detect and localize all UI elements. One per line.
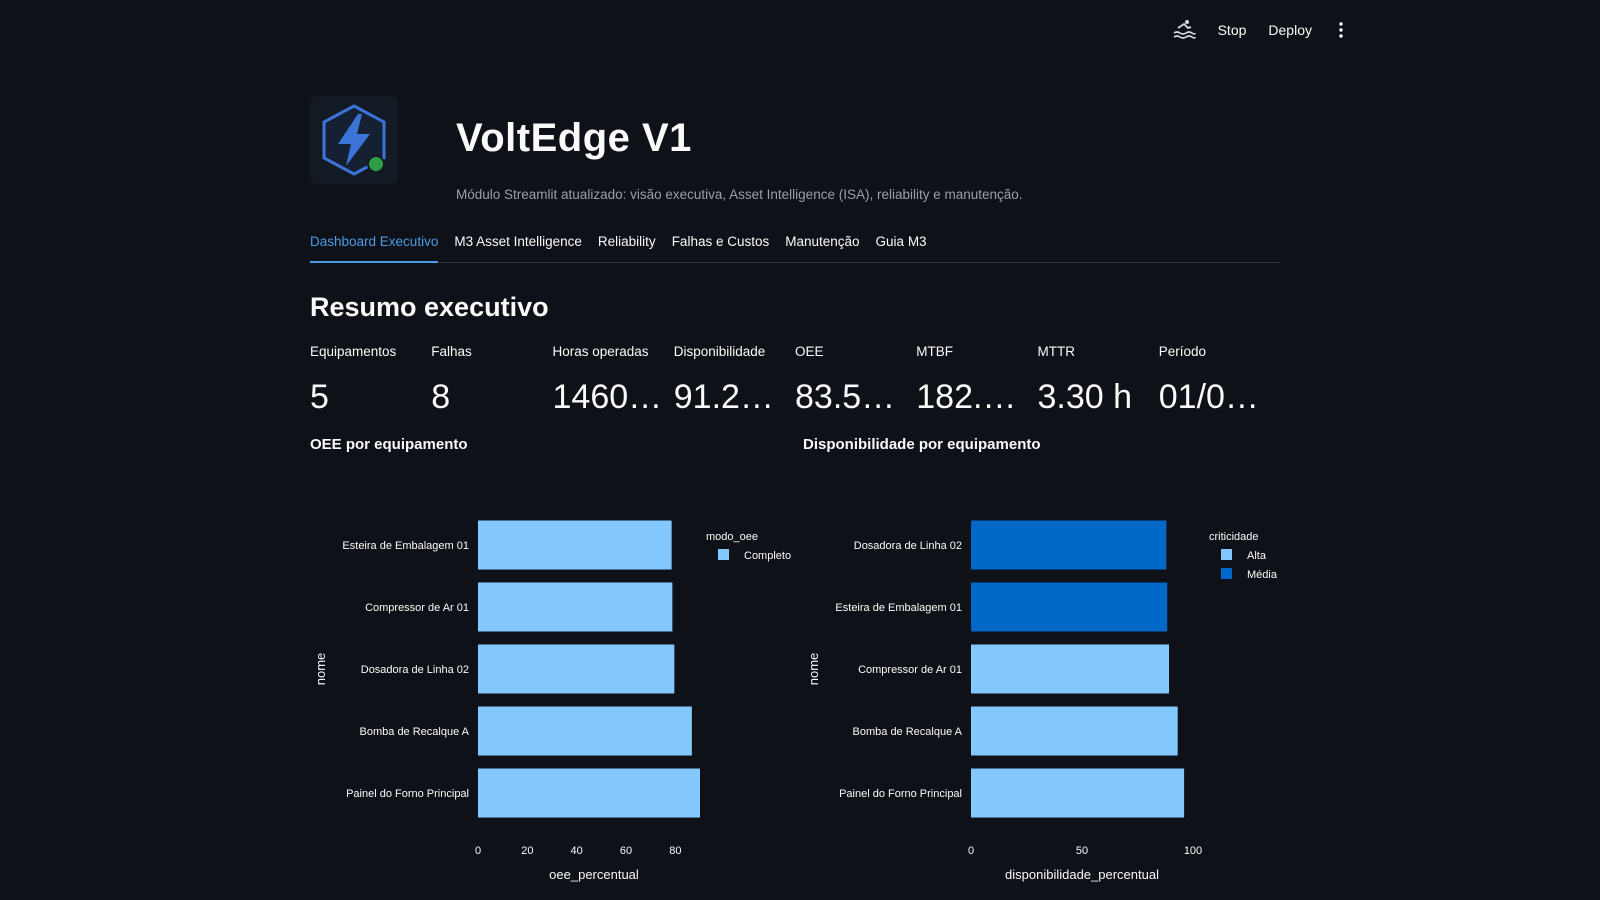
x-tick-label: 0 [475,845,481,857]
deploy-button[interactable]: Deploy [1268,22,1312,38]
metric-equipamentos: Equipamentos 5 [310,344,431,417]
legend-label: Alta [1247,550,1267,562]
bar [971,582,1168,632]
app-subtitle: Módulo Streamlit atualizado: visão execu… [456,187,1023,202]
legend-swatch [718,549,729,560]
metric-value: 5 [310,378,329,416]
bar [971,768,1185,818]
bar [478,706,692,756]
bar [971,520,1167,570]
tab-bar: Dashboard Executivo M3 Asset Intelligenc… [310,232,1280,263]
metric-label: Equipamentos [310,344,397,359]
bar [971,644,1170,694]
disponibilidade-bar-chart: Dosadora de Linha 02 Esteira de Embalagem… [806,520,1278,882]
y-tick-label: Painel do Forno Principal [839,788,962,800]
stop-button[interactable]: Stop [1217,22,1247,38]
x-tick-label: 60 [620,845,632,857]
y-tick-label: Painel do Forno Principal [346,788,469,800]
metric-value: 91.2… [673,378,774,416]
y-tick-label: Bomba de Recalque A [360,726,470,738]
metric-value: 83.5… [795,378,896,416]
bar [478,520,672,570]
y-tick-label: Esteira de Embalagem 01 [835,602,962,614]
y-tick-label: Bomba de Recalque A [853,726,963,738]
chart-title-disponibilidade: Disponibilidade por equipamento [803,436,1041,453]
y-axis-title: nome [806,653,821,686]
bar [478,582,673,632]
bar [478,768,700,818]
x-tick-label: 100 [1184,845,1202,857]
tab-guia-m3[interactable]: Guia M3 [875,234,927,249]
metric-value: 182.… [916,378,1017,416]
metric-mttr: MTTR 3.30 h [1038,344,1159,417]
metrics-row: Equipamentos 5 Falhas 8 Horas operadas 1… [310,344,1280,417]
metric-label: OEE [795,344,824,359]
tab-dashboard-executivo[interactable]: Dashboard Executivo [310,232,439,263]
x-tick-label: 50 [1076,845,1088,857]
metric-label: MTTR [1037,344,1076,359]
tab-m3-asset-intelligence[interactable]: M3 Asset Intelligence [454,234,582,249]
metric-value: 1460… [552,378,663,416]
metric-label: Disponibilidade [673,344,766,359]
metric-label: MTBF [916,344,953,359]
legend-swatch [1221,549,1232,560]
oee-bar-chart: Esteira de Embalagem 01 Compressor de Ar … [313,520,791,882]
chart-title-oee: OEE por equipamento [310,436,468,453]
metric-label: Falhas [431,344,472,359]
main-menu-icon[interactable] [1334,20,1348,40]
x-axis-title: oee_percentual [549,867,639,882]
legend-label: Completo [744,550,791,562]
legend-title: modo_oee [706,531,758,543]
y-tick-label: Dosadora de Linha 02 [854,540,962,552]
y-tick-label: Compressor de Ar 01 [365,602,469,614]
y-axis-title: nome [313,653,328,686]
legend-label: Média [1247,569,1278,581]
y-tick-label: Compressor de Ar 01 [858,664,962,676]
x-tick-label: 40 [571,845,583,857]
metric-periodo: Período 01/0… [1159,344,1280,417]
x-tick-label: 20 [521,845,533,857]
y-tick-label: Dosadora de Linha 02 [361,664,469,676]
metric-value: 8 [431,378,451,416]
x-tick-label: 0 [968,845,974,857]
bar [478,644,675,694]
top-toolbar: Stop Deploy [1172,18,1348,42]
metric-value: 01/0… [1158,378,1259,416]
metric-oee: OEE 83.5… [795,344,916,417]
tab-falhas-e-custos[interactable]: Falhas e Custos [671,234,770,249]
y-tick-label: Esteira de Embalagem 01 [342,540,469,552]
metric-value: 3.30 h [1037,378,1133,416]
bar [971,706,1178,756]
app-title: VoltEdge V1 [456,116,692,160]
x-tick-label: 80 [669,845,681,857]
metric-horas-operadas: Horas operadas 1460… [553,344,674,417]
tab-reliability[interactable]: Reliability [597,234,656,249]
section-title: Resumo executivo [310,292,549,322]
legend-swatch [1221,568,1232,579]
tab-manutencao[interactable]: Manutenção [785,234,860,249]
lightning-hexagon-icon [322,104,386,176]
metric-mtbf: MTBF 182.… [916,344,1037,417]
metric-falhas: Falhas 8 [431,344,552,417]
legend-title: criticidade [1209,531,1259,543]
metric-label: Horas operadas [552,344,649,359]
metric-disponibilidade: Disponibilidade 91.2… [674,344,795,417]
running-status-icon [1172,18,1196,42]
app-logo [310,96,398,184]
metric-label: Período [1158,344,1207,359]
x-axis-title: disponibilidade_percentual [1005,867,1159,882]
